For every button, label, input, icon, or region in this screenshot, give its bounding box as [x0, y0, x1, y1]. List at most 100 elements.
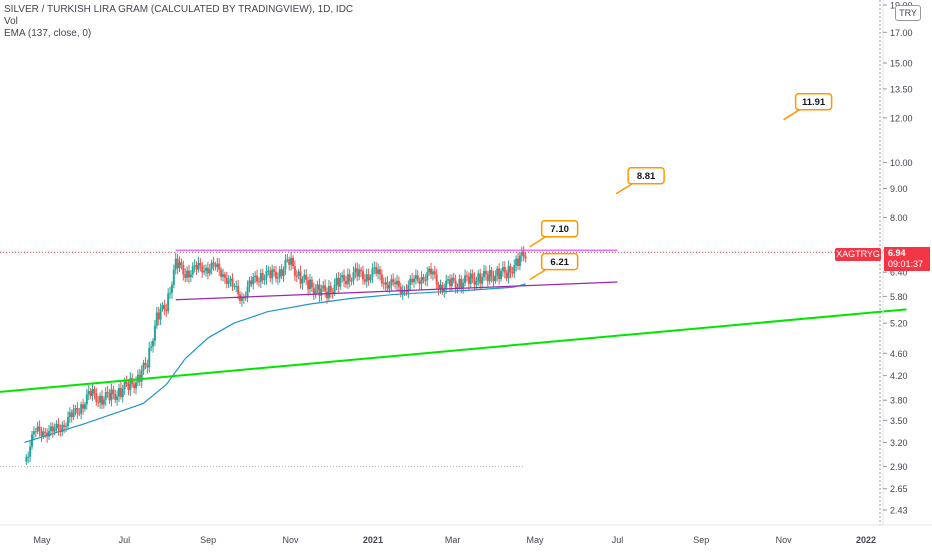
candle-body [515, 258, 518, 266]
price-tick-label: 5.20 [890, 319, 908, 329]
candle-body [492, 276, 495, 282]
candle-body [42, 431, 45, 437]
candle-body [318, 284, 321, 296]
candle-body [74, 407, 77, 410]
currency-button[interactable]: TRY [895, 5, 921, 21]
candle-body [348, 274, 351, 282]
candle-body [430, 268, 433, 275]
candle-body [259, 272, 262, 282]
candle-body [482, 270, 485, 277]
candle-body [165, 309, 168, 312]
callout-pointer [529, 268, 547, 281]
candle-body [388, 285, 391, 289]
candle-body [443, 288, 446, 292]
candle-body [187, 270, 190, 278]
candle-body [305, 274, 308, 281]
candle-body [471, 273, 474, 279]
candle-body [452, 277, 455, 281]
candle-body [269, 270, 272, 279]
vol-indicator-label[interactable]: Vol [4, 16, 18, 27]
candle-body [475, 281, 478, 285]
callout-label: 6.21 [550, 257, 569, 268]
candle-body [339, 277, 342, 287]
candle-body [125, 381, 128, 385]
candle-body [91, 388, 94, 396]
candle-body [477, 273, 480, 282]
time-tick-label: May [527, 535, 545, 545]
callout-box [794, 92, 833, 111]
candle-body [274, 271, 277, 279]
candle-body [263, 278, 266, 281]
last-price: 6.94 [888, 248, 906, 258]
candle-body [131, 378, 134, 385]
candle-body [371, 268, 374, 278]
price-tick-label: 2.90 [890, 462, 908, 472]
candle-body [413, 278, 416, 283]
candle-body [458, 278, 461, 288]
candle-body [76, 407, 79, 414]
callout-label: 7.10 [550, 224, 569, 235]
candle-body [184, 274, 187, 278]
candle-body [333, 284, 336, 294]
candle-body [301, 278, 304, 284]
candle-body [176, 258, 179, 269]
candle-body [34, 431, 37, 433]
candle-body [447, 279, 450, 281]
candle-body [394, 282, 397, 285]
callout-box [627, 166, 665, 185]
candle-body [210, 262, 213, 270]
symbol-title[interactable]: SILVER / TURKISH LIRA GRAM (CALCULATED B… [4, 4, 354, 15]
candle-body [220, 269, 223, 277]
candle-body [467, 276, 470, 284]
candle-body [97, 401, 100, 403]
candle-body [248, 280, 251, 287]
candle-body [509, 266, 512, 273]
candle-body [437, 284, 440, 290]
candle-body [235, 285, 238, 287]
candle-body [299, 271, 302, 284]
last-price-badge: 6.94 09:01:37 [884, 247, 930, 271]
candle-body [320, 288, 323, 296]
price-tick-label: 9.00 [890, 184, 908, 194]
time-tick-label: Jul [612, 535, 624, 545]
callout-pointer [615, 183, 633, 195]
candle-body [511, 272, 514, 274]
time-tick-label: 2022 [856, 535, 876, 545]
candle-body [178, 262, 181, 269]
candle-body [159, 309, 162, 320]
candle-body [163, 304, 166, 310]
candle-body [80, 404, 83, 414]
candle-body [157, 312, 160, 320]
candle-body [291, 257, 294, 267]
candle-body [293, 266, 296, 276]
candle-body [78, 413, 81, 415]
candle-body [375, 267, 378, 274]
candle-body [172, 269, 175, 285]
candle-body [273, 269, 276, 272]
candle-body [57, 424, 60, 430]
time-tick-label: Mar [445, 535, 461, 545]
candle-body [146, 364, 149, 368]
candle-body [462, 282, 465, 288]
candle-body [365, 274, 368, 282]
ema-indicator-label[interactable]: EMA (137, close, 0) [4, 28, 92, 39]
candle-body [252, 276, 255, 285]
candle-body [484, 270, 487, 275]
candle-body [426, 272, 429, 281]
candle-body [343, 275, 346, 282]
candle-body [288, 259, 291, 265]
candle-body [411, 278, 414, 283]
price-tick-label: 3.50 [890, 416, 908, 426]
price-tick-label: 3.20 [890, 438, 908, 448]
candle-body [49, 426, 52, 432]
candle-body [395, 280, 398, 285]
callout-box [540, 252, 579, 271]
candle-body [380, 274, 383, 284]
price-tick-label: 17.00 [890, 28, 913, 38]
candle-body [500, 271, 503, 279]
candle-body [286, 259, 289, 261]
price-tick-label: 12.00 [890, 113, 913, 123]
candle-body [93, 388, 96, 394]
